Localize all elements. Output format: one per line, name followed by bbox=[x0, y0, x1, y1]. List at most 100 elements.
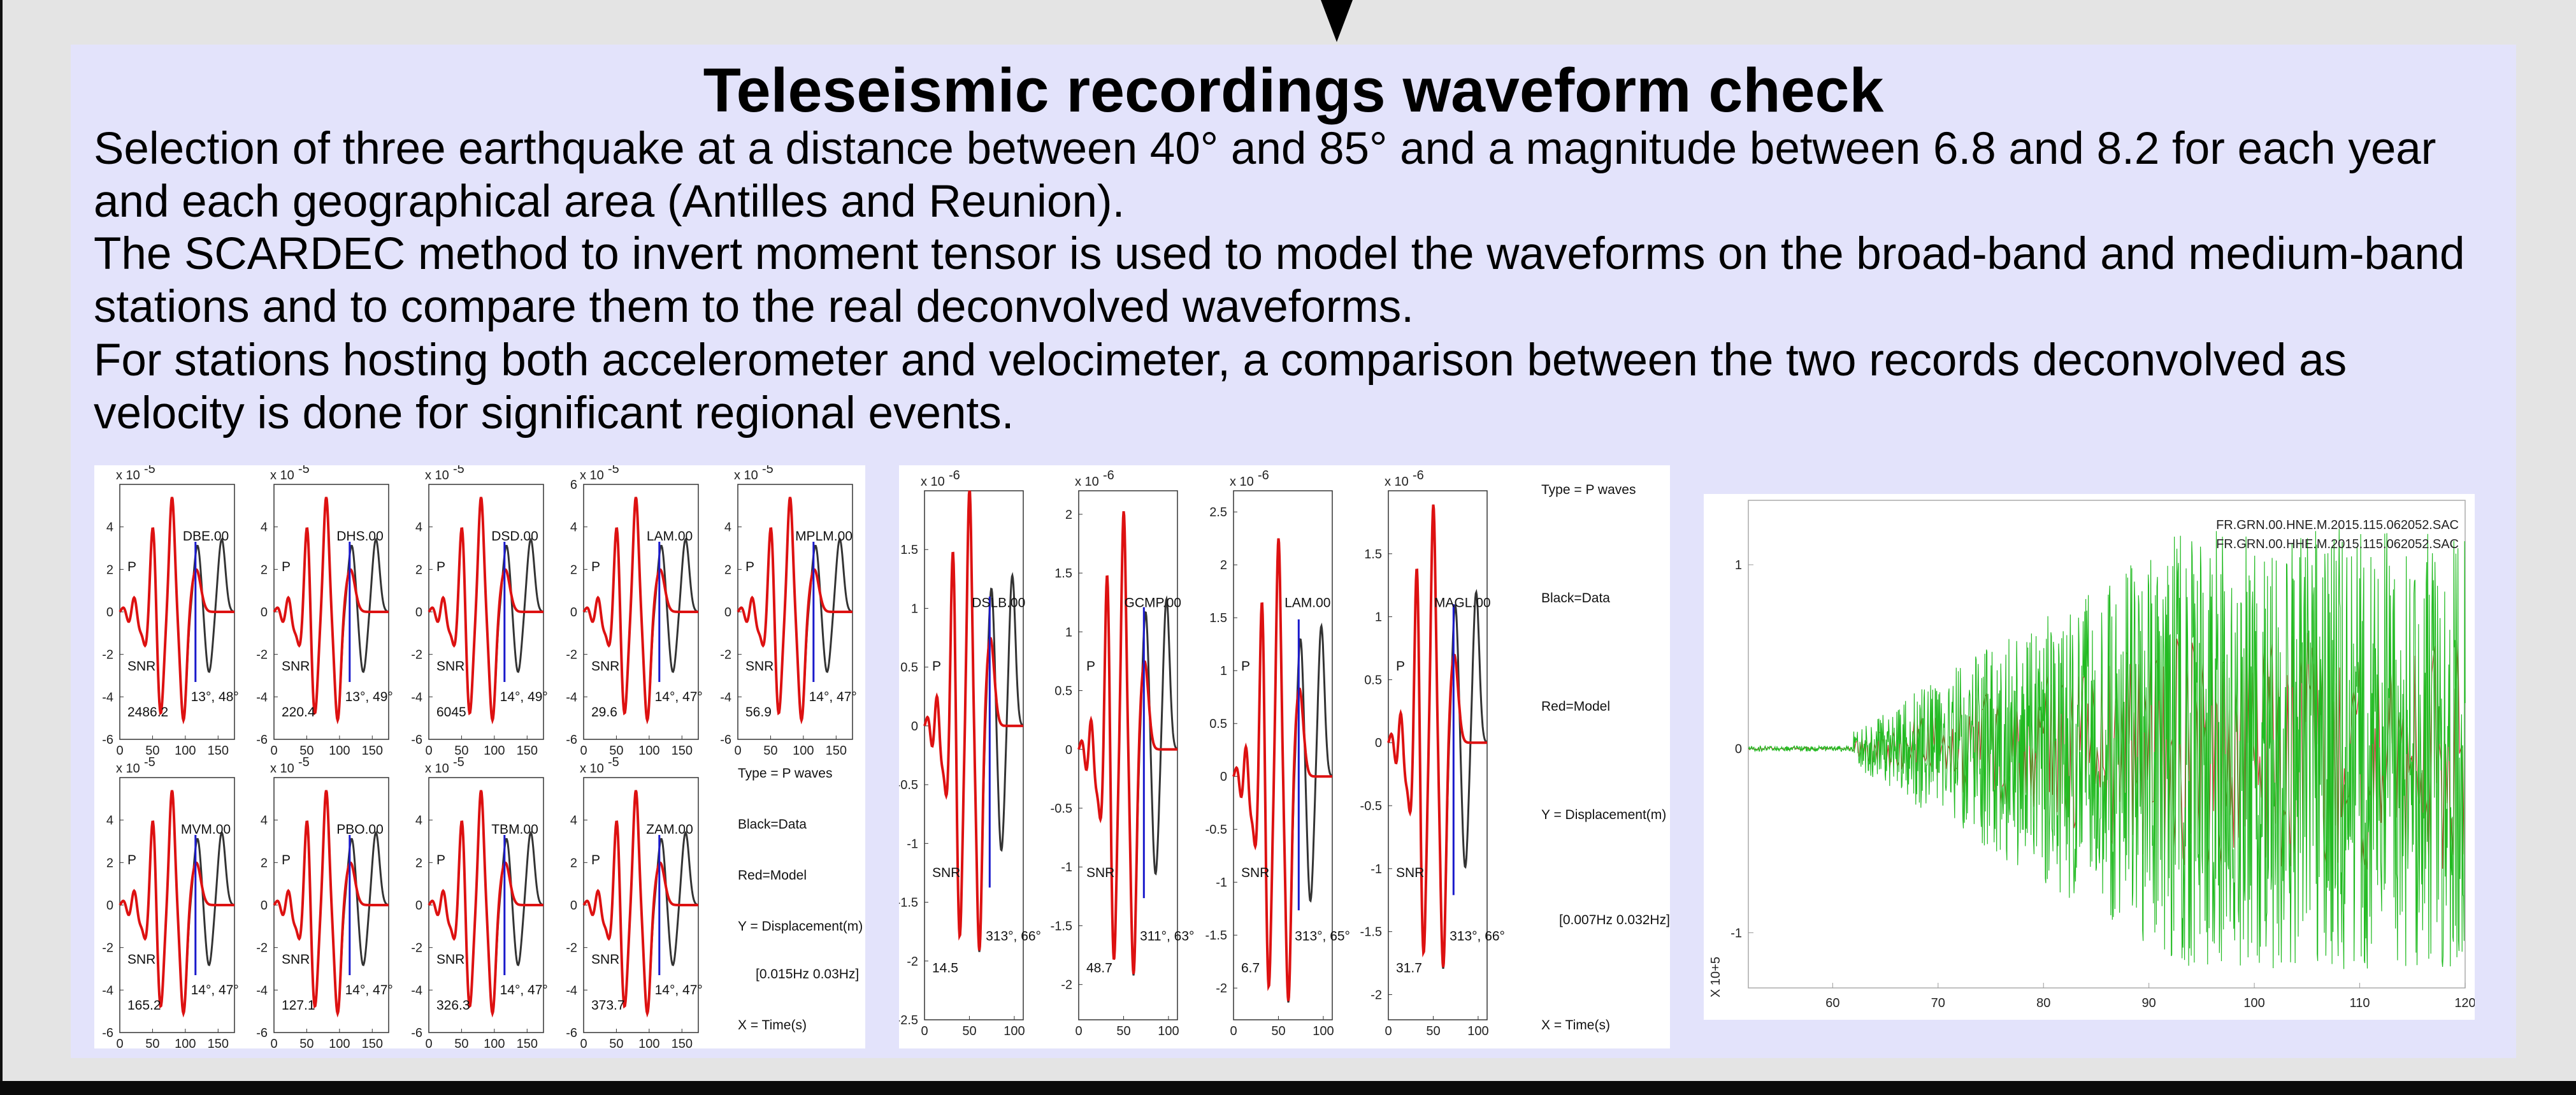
panel-8-ytick-label: 0 bbox=[415, 899, 422, 913]
panel-6-snr-value: 165.2 bbox=[127, 998, 161, 1013]
panel-4-ytick-label: 2 bbox=[570, 563, 577, 577]
panel-3-scale-exponent: -5 bbox=[453, 465, 464, 476]
panel-5-xtick-label: 150 bbox=[826, 744, 847, 758]
figure-3-ytick-label: 1 bbox=[1735, 558, 1742, 572]
figure-3-ytick-label: -1 bbox=[1731, 926, 1742, 940]
panel-5-snr-value: 56.9 bbox=[745, 705, 772, 720]
panel-6-station-label: MVM.00 bbox=[181, 822, 231, 837]
panel-4-ytick-label: 0 bbox=[570, 606, 577, 620]
figure-3-xtick-label: 110 bbox=[2350, 996, 2370, 1010]
panel-8-station-label: TBM.00 bbox=[491, 822, 538, 837]
panel-8-model-waveform bbox=[428, 790, 543, 1018]
figure-3-xtick-label: 100 bbox=[2243, 996, 2264, 1010]
panel-7-xtick-label: 150 bbox=[362, 1037, 383, 1048]
figure-3-xtick-label: 90 bbox=[2142, 996, 2156, 1010]
panel-1-xtick-label: 0 bbox=[116, 744, 123, 758]
panel-6-angles-label: 14°, 47° bbox=[191, 983, 239, 997]
panel-3-ytick-label: -1 bbox=[1216, 876, 1227, 890]
panel-2-xtick-label: 50 bbox=[1116, 1024, 1130, 1038]
panel-9-model-waveform bbox=[582, 790, 698, 1018]
slide-title: Teleseismic recordings waveform check bbox=[703, 55, 1884, 125]
panel-9-xtick-label: 100 bbox=[638, 1037, 659, 1048]
panel-7-ytick-label: 2 bbox=[261, 856, 268, 870]
panel-1-xtick-label: 50 bbox=[962, 1024, 976, 1038]
panel-3-ytick-label: 0 bbox=[415, 606, 422, 620]
panel-3-xtick-label: 100 bbox=[1313, 1024, 1334, 1038]
panel-3-ytick-label: 2 bbox=[1220, 558, 1227, 572]
panel-8-snr-label: SNR bbox=[436, 952, 464, 967]
panel-6-scale-exponent: -5 bbox=[144, 755, 155, 769]
figure-2-legend-item: Black=Data bbox=[1541, 591, 1610, 606]
figure-3-svg: 60 70 80 90 100 110 120 -1 0 1 X 10+5 FR.GRN.00.HNE… bbox=[1709, 500, 2475, 1010]
panel-1-ytick-label: -1.5 bbox=[899, 896, 918, 910]
panel-1-ytick-label: 2 bbox=[106, 563, 113, 577]
figure-3-frame bbox=[1748, 500, 2466, 989]
panel-3-ytick-label: -0.5 bbox=[1205, 823, 1227, 837]
panel-2-ytick-label: 1 bbox=[1065, 625, 1072, 639]
panel-5-angles-label: 14°, 47° bbox=[809, 690, 857, 704]
panel-4-xtick-label: 50 bbox=[609, 744, 623, 758]
panel-3-ytick-label: -1.5 bbox=[1205, 929, 1227, 943]
figure-3-y-multiplier: X 10+5 bbox=[1709, 957, 1723, 997]
figure-3-xtick-label: 80 bbox=[2036, 996, 2050, 1010]
panel-9-scale-label: x 10 bbox=[580, 762, 604, 776]
panel-1-phase-label: P bbox=[127, 560, 136, 574]
panel-5-xtick-label: 50 bbox=[763, 744, 777, 758]
panel-7-ytick-label: -4 bbox=[256, 983, 268, 997]
panel-1-angles-label: 13°, 48° bbox=[191, 690, 239, 704]
panel-3-frame bbox=[1233, 490, 1333, 1020]
panel-3-ytick-label: -6 bbox=[411, 733, 422, 747]
panel-2-ytick-label: 0 bbox=[261, 606, 268, 620]
panel-1-ytick-label: -2.5 bbox=[899, 1013, 918, 1027]
panel-7-scale-label: x 10 bbox=[270, 762, 294, 776]
paragraph-scardec: The SCARDEC method to invert moment tens… bbox=[94, 229, 2465, 332]
panel-7-snr-value: 127.1 bbox=[282, 998, 315, 1013]
figure-2-legend-item: Red=Model bbox=[1541, 699, 1610, 714]
panel-3-phase-label: P bbox=[1241, 659, 1250, 674]
panel-4-ytick-label: -1.5 bbox=[1360, 925, 1382, 939]
panel-1-frame bbox=[924, 490, 1024, 1020]
figure-1-legend-item: Red=Model bbox=[738, 868, 807, 883]
panel-2-ytick-label: -4 bbox=[256, 690, 268, 704]
panel-3-ytick-label: 0 bbox=[1220, 770, 1227, 784]
panel-3-ytick-label: -2 bbox=[1216, 982, 1227, 996]
panel-3-model-waveform bbox=[1232, 538, 1332, 1001]
paragraph-selection: Selection of three earthquake at a dista… bbox=[94, 124, 2436, 227]
panel-7-xtick-label: 0 bbox=[270, 1037, 277, 1048]
figure-1-waveform-grid: x 10 -5 -6 -4 -2 0 2 4 0 50 100 150 DBE.00 P SNR 2486.2… bbox=[94, 465, 865, 1048]
panel-3-xtick-label: 50 bbox=[1271, 1024, 1285, 1038]
panel-2-ytick-label: -2 bbox=[256, 648, 268, 662]
panel-4-phase-label: P bbox=[1396, 659, 1405, 674]
panel-1-ytick-label: 4 bbox=[106, 521, 113, 535]
panel-7-snr-label: SNR bbox=[282, 952, 310, 967]
panel-7-ytick-label: -2 bbox=[256, 941, 268, 955]
pointer-arrow-icon bbox=[1321, 0, 1353, 42]
panel-1-phase-label: P bbox=[932, 659, 941, 674]
figure-2-legend-item: [0.007Hz 0.032Hz] bbox=[1559, 913, 1670, 927]
panel-4-phase-label: P bbox=[591, 560, 600, 574]
panel-8-ytick-label: -4 bbox=[411, 983, 422, 997]
panel-3-xtick-label: 100 bbox=[484, 744, 505, 758]
panel-1-angles-label: 313°, 66° bbox=[986, 929, 1041, 944]
panel-6-ytick-label: -6 bbox=[102, 1026, 113, 1040]
panel-1-ytick-label: -6 bbox=[102, 733, 113, 747]
panel-1-scale-label: x 10 bbox=[921, 475, 945, 489]
panel-2-ytick-label: 2 bbox=[261, 563, 268, 577]
panel-3-ytick-label: 1 bbox=[1220, 664, 1227, 678]
panel-1-snr-label: SNR bbox=[932, 866, 960, 880]
panel-3-xtick-label: 150 bbox=[517, 744, 538, 758]
panel-4-scale-label: x 10 bbox=[1385, 475, 1409, 489]
panel-2-ytick-label: -2 bbox=[1061, 978, 1072, 992]
panel-2-ytick-label: -1.5 bbox=[1051, 919, 1072, 933]
slide-border-bottom bbox=[0, 1081, 2576, 1095]
panel-5-station-label: MPLM.00 bbox=[795, 529, 853, 544]
paragraph-comparison: For stations hosting both accelerometer … bbox=[94, 335, 2347, 439]
panel-6-snr-label: SNR bbox=[127, 952, 155, 967]
panel-9-snr-label: SNR bbox=[591, 952, 619, 967]
content-panel: Teleseismic recordings waveform check Se… bbox=[71, 45, 2516, 1058]
panel-1-ytick-label: -4 bbox=[102, 690, 113, 704]
panel-7-phase-label: P bbox=[282, 853, 291, 867]
panel-2-angles-label: 311°, 63° bbox=[1140, 929, 1194, 944]
panel-3-ytick-label: 1.5 bbox=[1209, 611, 1227, 625]
panel-3-xtick-label: 0 bbox=[425, 744, 432, 758]
